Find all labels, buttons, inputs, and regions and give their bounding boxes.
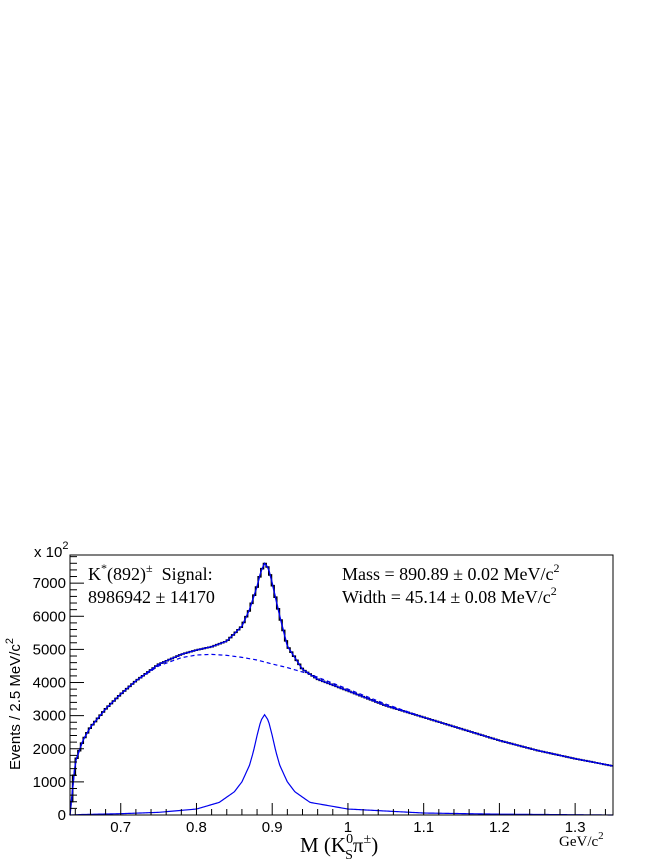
y-tick-label: 5000 [33, 641, 66, 658]
x-axis-label: M (K0 Sπ±) [300, 832, 378, 860]
x-tick-label: 0.7 [110, 819, 131, 836]
axis-ticks [70, 556, 606, 816]
y-multiplier: x 102 [34, 540, 68, 561]
signal-curve [69, 713, 614, 816]
y-tick-label: 1000 [33, 774, 66, 791]
signal-annotation-line2: 8986942 ± 14170 [88, 587, 215, 607]
x-tick-label: 1.1 [413, 819, 434, 836]
plot-frame [69, 554, 614, 816]
y-tick-label: 4000 [33, 675, 66, 692]
x-tick-label: 0.8 [186, 819, 207, 836]
y-tick-label: 2000 [33, 741, 66, 758]
y-axis-label: Events / 2.5 MeV/c2 [4, 638, 24, 770]
axis-tick-labels: 0.7 0.8 0.9 1 1.1 1.2 1.3 0 1000 2000 3000 4000 5000… [33, 575, 586, 836]
x-tick-label: 1.2 [489, 819, 510, 836]
signal-annotation-line1: K*(892)± Signal: [88, 561, 213, 585]
x-tick-label: 1.3 [565, 819, 586, 836]
fit-width-annotation: Width = 45.14 ± 0.08 MeV/c2 [342, 584, 557, 607]
x-tick-label: 1 [344, 819, 352, 836]
x-tick-label: 0.9 [262, 819, 283, 836]
y-tick-label: 0 [58, 807, 66, 824]
background-curve [69, 653, 614, 816]
y-tick-label: 6000 [33, 608, 66, 625]
x-axis-unit: GeV/c2 [559, 830, 604, 850]
y-tick-label: 7000 [33, 575, 66, 592]
y-tick-label: 3000 [33, 708, 66, 725]
plot-curves [69, 562, 614, 816]
fit-mass-annotation: Mass = 890.89 ± 0.02 MeV/c2 [342, 561, 560, 584]
